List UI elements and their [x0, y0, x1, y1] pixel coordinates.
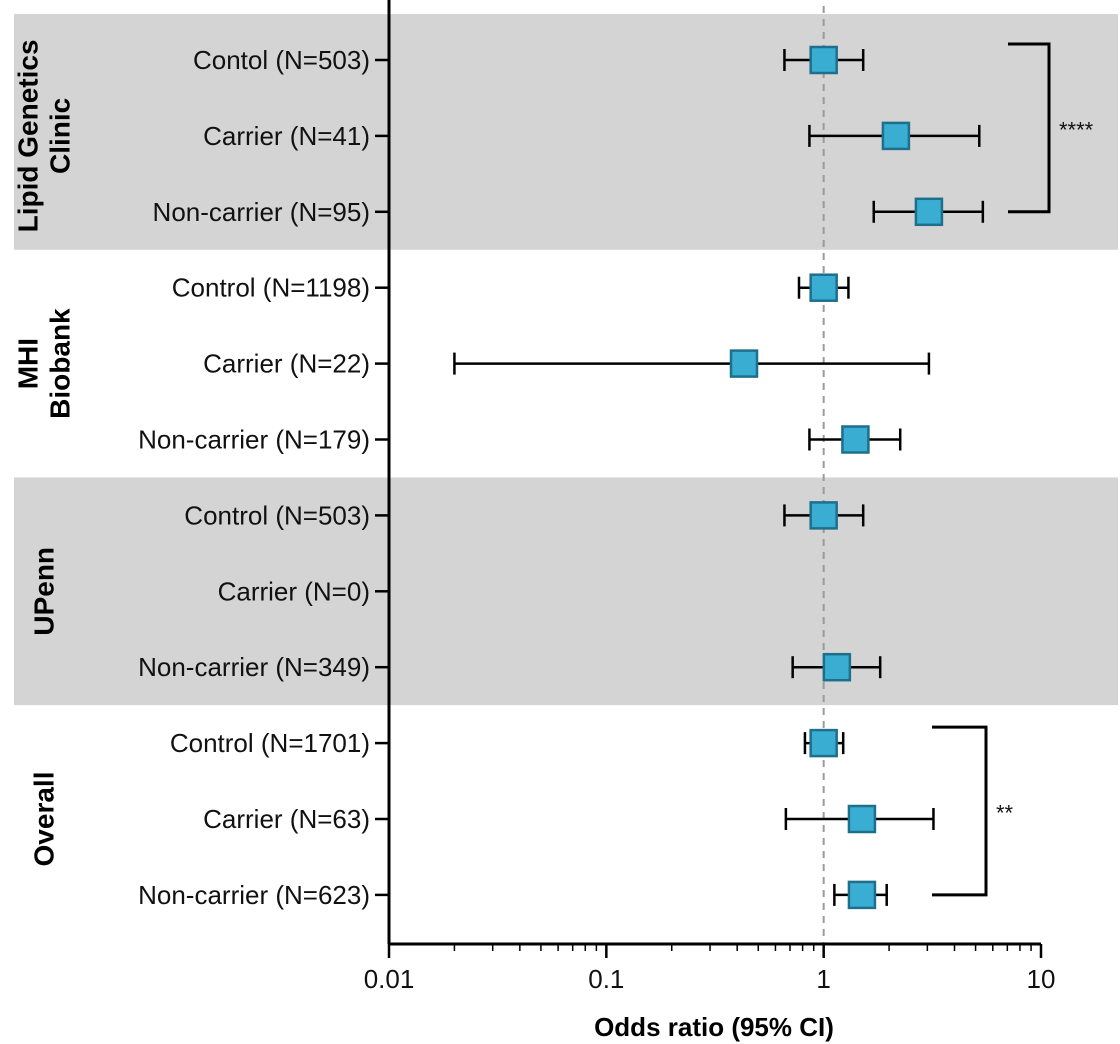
significance-bracket [1008, 42, 1051, 214]
significance-label: **** [1059, 117, 1094, 142]
odds-ratio-marker [847, 880, 877, 910]
row-label: Carrier (N=0) [218, 576, 370, 606]
row-label: Control (N=1701) [170, 728, 370, 758]
x-tick-label: 1 [816, 964, 830, 994]
group-label: MHI [13, 338, 44, 389]
odds-ratio-marker [914, 197, 944, 227]
row-label: Non-carrier (N=95) [153, 197, 370, 227]
row-label: Carrier (N=22) [203, 349, 370, 379]
row-label: Contol (N=503) [193, 45, 370, 75]
odds-ratio-marker [809, 501, 838, 530]
row-label: Non-carrier (N=179) [138, 425, 370, 455]
row-label: Non-carrier (N=349) [138, 652, 370, 682]
x-tick-label: 0.1 [588, 964, 624, 994]
odds-ratio-marker [841, 425, 870, 454]
row-label: Control (N=503) [184, 500, 370, 530]
odds-ratio-marker [729, 349, 759, 378]
group-label: Lipid Genetics [13, 39, 44, 232]
group-label: Clinic [45, 98, 76, 174]
significance-brackets: ****** [932, 42, 1094, 897]
row-label: Control (N=1198) [172, 273, 370, 303]
group-band [14, 477, 1118, 706]
group-label: UPenn [29, 547, 60, 636]
x-tick-label: 0.01 [364, 964, 415, 994]
x-axis-title: Odds ratio (95% CI) [594, 1012, 834, 1042]
group-bands [14, 14, 1118, 706]
odds-ratio-marker [809, 728, 838, 758]
odds-ratio-marker [881, 121, 911, 151]
row-label: Non-carrier (N=623) [138, 880, 370, 910]
group-label: Biobank [45, 308, 76, 419]
significance-label: ** [996, 801, 1014, 826]
axes: 0.01 0.1 1 10 [364, 0, 1056, 994]
group-labels: Lipid Genetics Clinic MHI Biobank UPenn Overa… [13, 39, 76, 866]
row-label: Carrier (N=41) [203, 121, 370, 151]
x-tick-label: 10 [1027, 964, 1056, 994]
row-label: Carrier (N=63) [203, 804, 370, 834]
rows: Contol (N=503) Carrier (N=41) Non-carrier … [138, 45, 985, 910]
odds-ratio-marker [809, 273, 838, 302]
significance-bracket [932, 725, 988, 897]
group-label: Overall [29, 772, 60, 867]
odds-ratio-marker [809, 45, 838, 75]
odds-ratio-marker [822, 652, 852, 682]
odds-ratio-marker [847, 804, 877, 834]
